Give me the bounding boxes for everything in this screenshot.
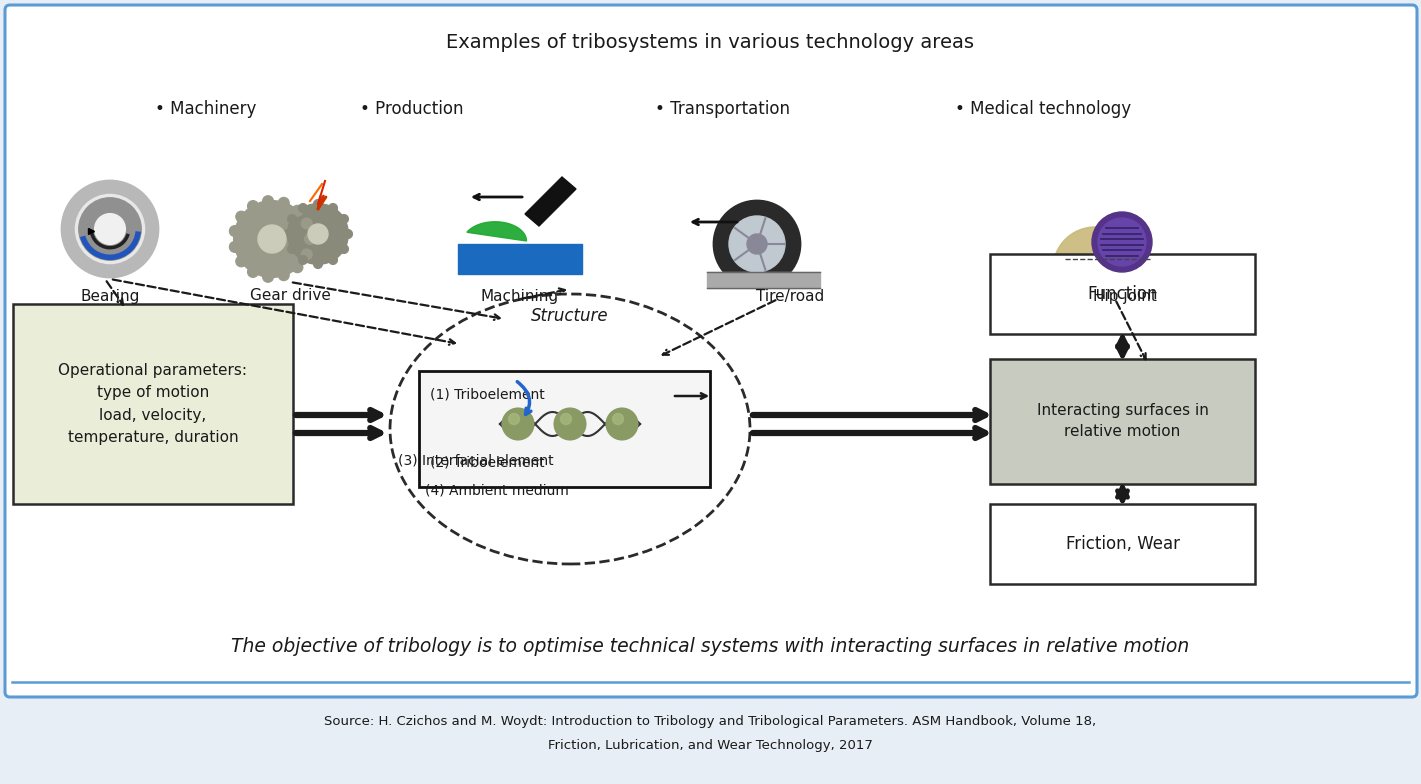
Text: • Transportation: • Transportation — [655, 100, 790, 118]
Circle shape — [340, 215, 348, 223]
FancyBboxPatch shape — [990, 254, 1255, 334]
Circle shape — [95, 213, 125, 245]
Circle shape — [1091, 212, 1152, 272]
Text: The objective of tribology is to optimise technical systems with interacting sur: The objective of tribology is to optimis… — [230, 637, 1189, 655]
Circle shape — [287, 215, 297, 223]
Circle shape — [607, 408, 638, 440]
Text: • Medical technology: • Medical technology — [955, 100, 1131, 118]
Text: (3) Interfacial element: (3) Interfacial element — [398, 454, 554, 468]
FancyBboxPatch shape — [13, 304, 293, 504]
Circle shape — [291, 205, 303, 216]
Circle shape — [1053, 227, 1137, 311]
Circle shape — [344, 230, 352, 238]
Text: Bearing: Bearing — [81, 289, 139, 303]
Ellipse shape — [389, 294, 750, 564]
Circle shape — [288, 204, 348, 264]
Circle shape — [729, 216, 784, 272]
Circle shape — [301, 249, 313, 260]
Circle shape — [236, 211, 247, 222]
Circle shape — [747, 234, 767, 254]
Text: Gear drive: Gear drive — [250, 289, 331, 303]
Circle shape — [314, 260, 323, 268]
Circle shape — [560, 413, 571, 424]
Polygon shape — [458, 244, 583, 274]
Text: Interacting surfaces in
relative motion: Interacting surfaces in relative motion — [1036, 404, 1208, 440]
Polygon shape — [524, 177, 576, 226]
Circle shape — [713, 201, 800, 287]
Text: (1) Triboelement: (1) Triboelement — [431, 387, 544, 401]
Text: (2) Triboelement: (2) Triboelement — [431, 455, 544, 469]
Text: Function: Function — [1087, 285, 1158, 303]
FancyBboxPatch shape — [6, 5, 1417, 697]
Circle shape — [304, 234, 315, 245]
Text: Friction, Wear: Friction, Wear — [1066, 535, 1179, 553]
FancyBboxPatch shape — [990, 504, 1255, 584]
Circle shape — [314, 199, 323, 209]
Circle shape — [234, 201, 310, 277]
Text: Examples of tribosystems in various technology areas: Examples of tribosystems in various tech… — [446, 32, 973, 52]
Circle shape — [308, 224, 328, 244]
Circle shape — [284, 230, 293, 238]
Text: Structure: Structure — [531, 307, 608, 325]
Polygon shape — [468, 222, 527, 241]
FancyBboxPatch shape — [990, 359, 1255, 484]
Text: Operational parameters:
type of motion
load, velocity,
temperature, duration: Operational parameters: type of motion l… — [58, 363, 247, 445]
Circle shape — [328, 256, 338, 264]
Text: Tire/road: Tire/road — [756, 289, 824, 303]
Circle shape — [291, 262, 303, 273]
Circle shape — [229, 226, 240, 237]
Text: • Production: • Production — [360, 100, 463, 118]
Circle shape — [259, 225, 286, 253]
Circle shape — [78, 198, 141, 260]
Circle shape — [247, 201, 259, 212]
Polygon shape — [708, 272, 820, 288]
Circle shape — [236, 256, 247, 267]
Text: • Machinery: • Machinery — [155, 100, 256, 118]
Polygon shape — [1103, 259, 1128, 299]
Circle shape — [229, 241, 240, 252]
Circle shape — [263, 196, 273, 207]
Circle shape — [503, 408, 533, 440]
Circle shape — [298, 204, 307, 212]
Circle shape — [340, 245, 348, 253]
Text: (4) Ambient medium: (4) Ambient medium — [425, 484, 568, 498]
Circle shape — [75, 194, 145, 263]
Circle shape — [279, 198, 290, 209]
Circle shape — [279, 270, 290, 281]
Circle shape — [63, 181, 158, 277]
FancyBboxPatch shape — [419, 371, 710, 487]
Circle shape — [328, 204, 338, 212]
Circle shape — [554, 408, 585, 440]
Circle shape — [247, 267, 259, 278]
Circle shape — [509, 413, 520, 424]
Circle shape — [612, 413, 624, 424]
Circle shape — [1098, 218, 1145, 266]
Circle shape — [287, 245, 297, 253]
Circle shape — [263, 271, 273, 282]
Text: Hip joint: Hip joint — [1093, 289, 1157, 303]
Circle shape — [301, 218, 313, 229]
Text: Machining: Machining — [480, 289, 558, 303]
Text: Friction, Lubrication, and Wear Technology, 2017: Friction, Lubrication, and Wear Technolo… — [547, 739, 872, 753]
Circle shape — [298, 256, 307, 264]
Text: Source: H. Czichos and M. Woydt: Introduction to Tribology and Tribological Para: Source: H. Czichos and M. Woydt: Introdu… — [324, 716, 1096, 728]
